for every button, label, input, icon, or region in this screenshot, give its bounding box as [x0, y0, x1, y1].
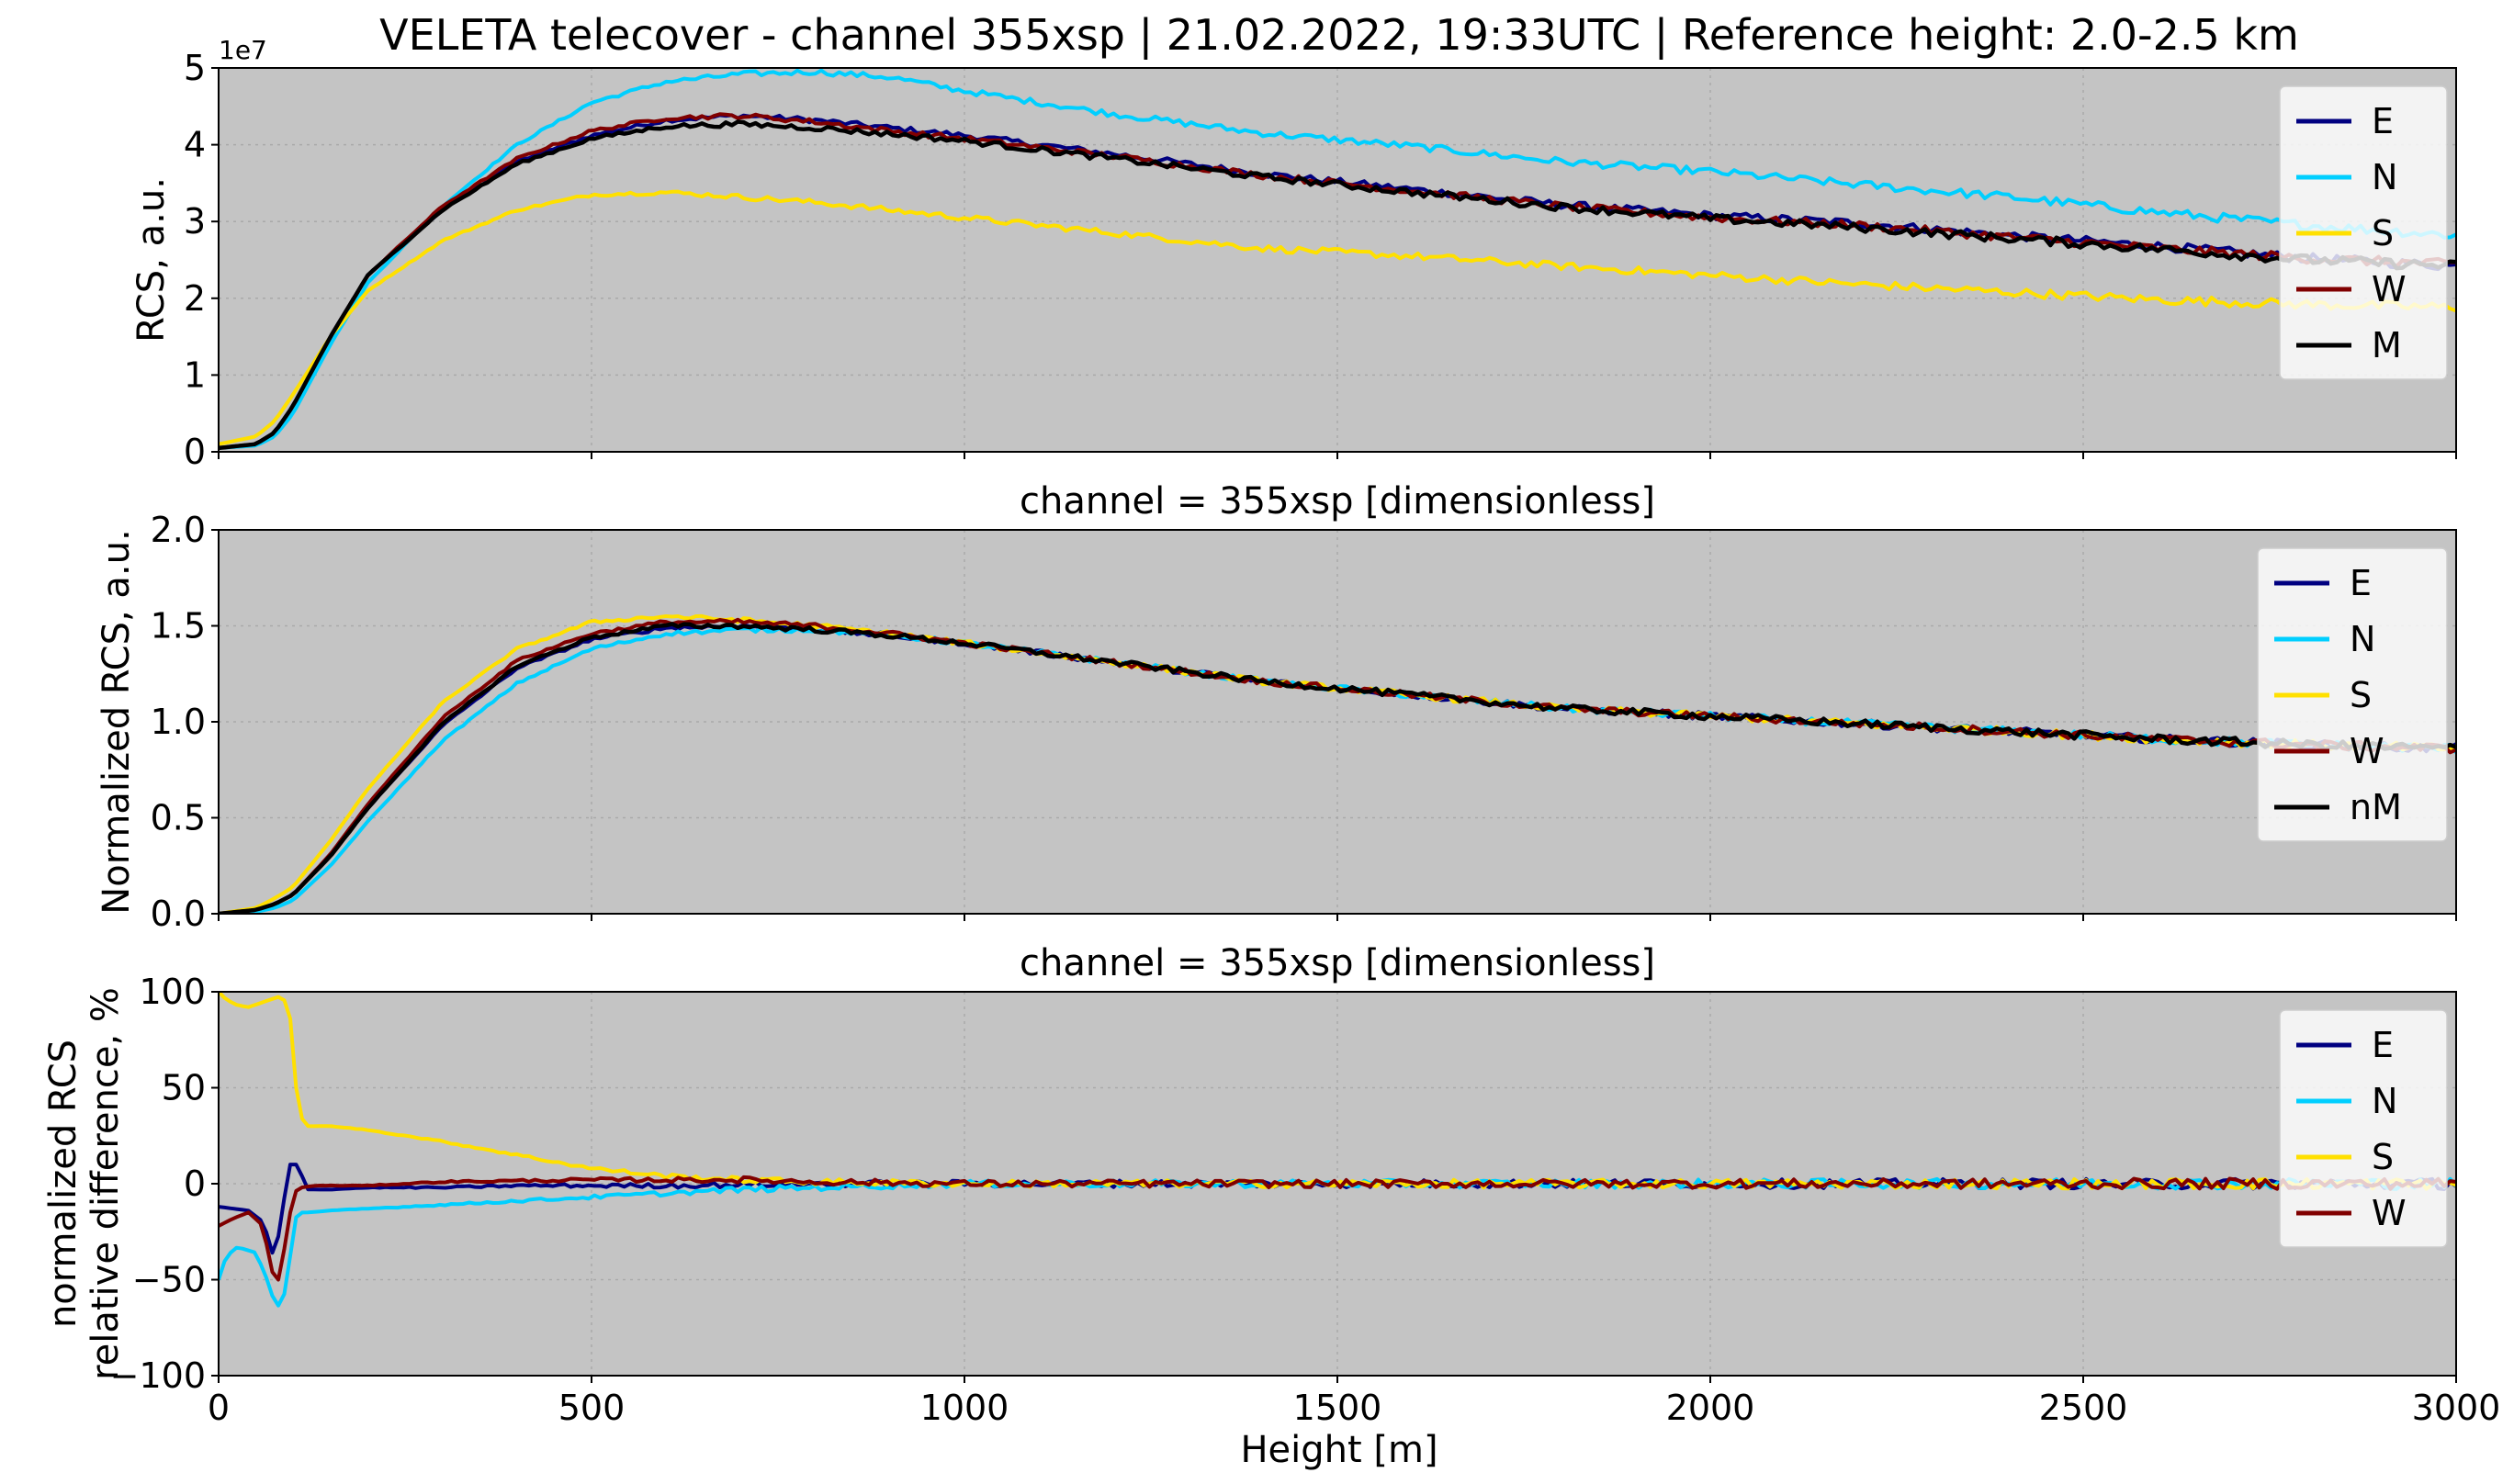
legend-label-N: N — [2350, 619, 2375, 659]
legend-label-nM: nM — [2350, 787, 2402, 827]
y-axis-label: RCS, a.u. — [130, 177, 173, 343]
series-group — [219, 68, 2456, 451]
legend-label-S: S — [2372, 213, 2394, 253]
y-tick-label: 2.0 — [151, 510, 206, 550]
legend-label-E: E — [2372, 101, 2394, 141]
panel-2: 0.0 0.5 1.0 1.5 2.0 channel = 355xsp [dimensi… — [96, 480, 2457, 934]
x-tick-label: 3000 — [2412, 1388, 2501, 1428]
legend-label-W: W — [2350, 731, 2384, 771]
y-tick-label: 2 — [184, 278, 206, 319]
y-tick-label: 100 — [139, 972, 206, 1012]
legend-label-N: N — [2372, 157, 2397, 197]
legend-label-S: S — [2372, 1137, 2394, 1177]
y-axis-label: Normalized RCS, a.u. — [96, 529, 138, 914]
y-axis-label-line: relative difference, % — [85, 987, 127, 1380]
x-tick-label: 0 — [208, 1388, 230, 1428]
y-tick-label: 1.0 — [151, 702, 206, 742]
x-tick-label: 1000 — [920, 1388, 1009, 1428]
legend-label-W: W — [2372, 1193, 2407, 1233]
series-group — [219, 613, 2456, 914]
y-tick-label: 0 — [184, 432, 206, 472]
legend-box — [2279, 85, 2448, 380]
y-offset-label: 1e7 — [219, 35, 267, 65]
series-line-nM — [219, 622, 2456, 914]
legend-label-N: N — [2372, 1081, 2397, 1121]
y-axis-label-line: normalized RCS — [42, 1040, 85, 1328]
y-tick-label: 4 — [184, 125, 206, 165]
series-line-N — [219, 68, 2456, 450]
series-line-S — [219, 189, 2456, 446]
series-group — [219, 992, 2456, 1308]
legend-box — [2257, 547, 2448, 842]
y-tick-label: 0.0 — [151, 894, 206, 934]
legend-label-E: E — [2350, 563, 2372, 603]
y-tick-label: 50 — [162, 1068, 206, 1108]
x-tick-label: 1500 — [1293, 1388, 1382, 1428]
series-line-W — [219, 1175, 2456, 1282]
y-tick-label: 5 — [184, 48, 206, 88]
y-tick-label: 3 — [184, 201, 206, 242]
legend-label-E: E — [2372, 1025, 2394, 1065]
legend-box — [2279, 1009, 2448, 1248]
y-tick-label: −100 — [110, 1355, 206, 1396]
subplot-title: channel = 355xsp [dimensionless] — [1020, 942, 1655, 984]
y-tick-label: 0.5 — [151, 798, 206, 838]
x-tick-label: 2000 — [1666, 1388, 1755, 1428]
y-tick-label: −50 — [132, 1260, 206, 1300]
y-tick-label: 1.5 — [151, 606, 206, 646]
legend-label-W: W — [2372, 269, 2407, 309]
figure-title: VELETA telecover - channel 355xsp | 21.0… — [379, 10, 2299, 61]
y-tick-label: 0 — [184, 1164, 206, 1204]
y-tick-label: 1 — [184, 354, 206, 395]
x-tick-label: 500 — [558, 1388, 626, 1428]
series-line-M — [219, 119, 2456, 451]
legend-label-M: M — [2372, 325, 2402, 365]
subplot-title: channel = 355xsp [dimensionless] — [1020, 480, 1655, 523]
x-axis-label: Height [m] — [1240, 1429, 1437, 1471]
x-tick-label: 2500 — [2039, 1388, 2128, 1428]
legend-label-S: S — [2350, 675, 2372, 715]
